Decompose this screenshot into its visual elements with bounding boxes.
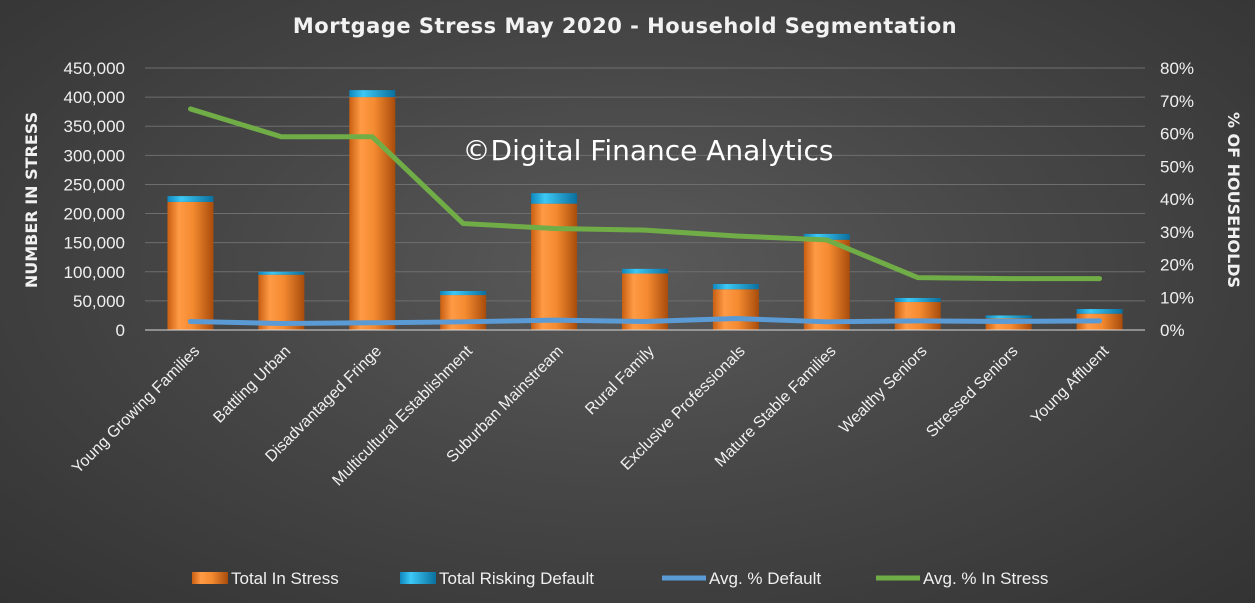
y2-tick-label: 80% [1160,59,1194,78]
bar-total-in-stress [349,97,396,330]
y2-tick-label: 30% [1160,223,1194,242]
category-label: Young Growing Families [69,343,203,477]
watermark: ©Digital Finance Analytics [463,134,834,167]
legend-total-in-stress: Total In Stress [192,569,339,588]
bar-total-risking-default [622,268,668,274]
legend-swatch [192,572,228,584]
line-avg-default [187,316,1103,326]
y2-tick-label: 60% [1160,125,1194,144]
bar-total-risking-default [712,284,759,290]
y2-tick-label: 10% [1160,288,1194,307]
bar-total-in-stress [531,203,578,330]
bar-total-in-stress [167,201,214,330]
y2-tick-label: 20% [1160,256,1194,275]
bar-total-risking-default [985,315,1032,319]
y2-tick-label: 0% [1160,321,1185,340]
bar-total-risking-default [167,196,214,202]
category-label: Rural Family [582,343,658,419]
y-tick-label: 450,000 [64,59,125,78]
legend-avg-in-stress: Avg. % In Stress [876,569,1048,588]
legend-total-risking-default: Total Risking Default [400,569,594,588]
y-tick-label: 0 [116,321,125,340]
y-tick-label: 50,000 [73,292,125,311]
legend-label: Total In Stress [231,569,339,588]
y2-tick-label: 50% [1160,157,1194,176]
legend: Total In Stress Total Risking Default Avg.… [192,569,1048,588]
bar-total-in-stress [712,289,759,330]
bar-total-risking-default [531,193,578,204]
y-tick-label: 100,000 [64,263,125,282]
bars [167,90,1123,330]
category-label: Battling Urban [210,343,294,427]
y-tick-label: 350,000 [64,117,125,136]
right-axis-ticks: 80% 70% 60% 50% 40% 30% 20% 10% 0% [1160,59,1194,340]
bar-total-in-stress [985,318,1032,330]
bar-total-in-stress [440,295,487,330]
bar-total-risking-default [349,90,396,98]
bar-total-in-stress [803,239,850,330]
series-lines [187,106,1103,326]
category-label: Wealthy Seniors [836,343,930,437]
legend-label: Total Risking Default [439,569,594,588]
category-labels: Young Growing Families Battling UrbanDisa… [69,342,1113,489]
category-label: Stressed Seniors [923,343,1021,441]
y-tick-label: 400,000 [64,88,125,107]
chart-title: Mortgage Stress May 2020 - Household Seg… [293,14,957,38]
legend-swatch [400,572,436,584]
line-avg-in-stress [187,106,1103,282]
gridlines [145,67,1145,302]
y-tick-label: 300,000 [64,146,125,165]
bar-total-risking-default [440,290,487,296]
category-label: Young Affluent [1028,342,1113,427]
y-axis-title: NUMBER IN STRESS [22,112,41,288]
y2-tick-label: 70% [1160,92,1194,111]
left-axis-ticks: 450,000 400,000 350,000 300,000 250,000 200,0… [64,59,125,340]
bar-total-risking-default [803,233,850,240]
y2-axis-title: % OF HOUSEHOLDS [1224,112,1243,288]
bar-total-risking-default [1076,309,1123,314]
y2-tick-label: 40% [1160,190,1194,209]
y-tick-label: 150,000 [64,234,125,253]
y-tick-label: 250,000 [64,175,125,194]
bar-total-risking-default [894,297,941,303]
bar-total-risking-default [258,271,305,275]
legend-avg-default: Avg. % Default [662,569,821,588]
bar-total-in-stress [894,302,941,330]
legend-label: Avg. % Default [709,569,821,588]
y-tick-label: 200,000 [64,205,125,224]
legend-label: Avg. % In Stress [923,569,1048,588]
